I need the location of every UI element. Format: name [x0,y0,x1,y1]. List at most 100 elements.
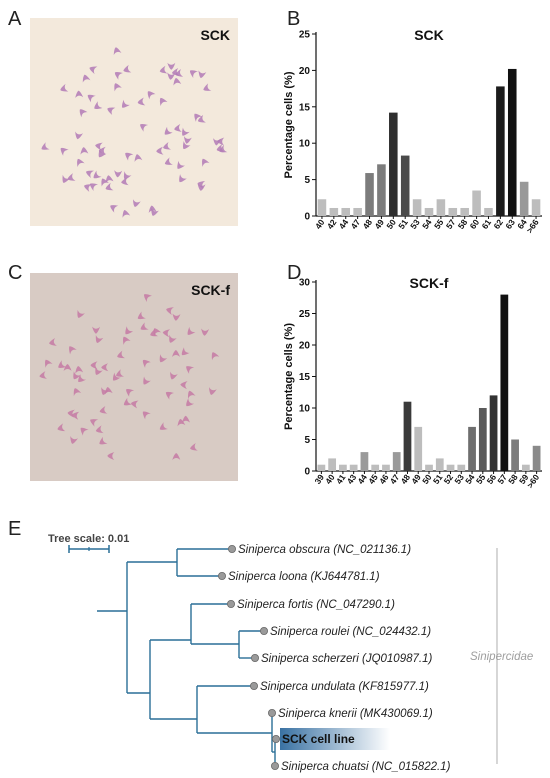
chromosome [60,83,69,92]
chromosome [134,154,143,162]
chromosome [151,207,159,216]
y-tick-label: 15 [299,102,311,113]
tip-node [217,572,226,581]
chromosome [99,436,108,445]
chromosome [216,144,225,152]
chromosome [143,376,151,385]
chromosome [80,147,89,155]
chromosome [197,114,206,123]
chromosome [190,442,198,451]
chromosome [182,140,191,150]
chromosome [162,329,171,338]
taxon-label: Siniperca obscura (NC_021136.1) [238,544,411,556]
taxon-label: Siniperca roulei (NC_024432.1) [270,626,431,638]
chromosome [121,99,130,108]
chromosome [114,170,123,178]
chromosome [114,83,122,92]
chromosome [125,152,134,161]
bar-47 [392,452,401,471]
chromosome [142,411,151,420]
chromosome [159,354,168,363]
chart-title: SCK [414,27,444,43]
chromosome [125,326,134,335]
micrograph-label: SCK [200,27,230,43]
taxon-label: Siniperca knerii (MK430069.1) [278,708,433,720]
chromosome [167,62,176,70]
tip-node [227,544,236,553]
chromosome [77,158,85,167]
chromosome [75,131,83,140]
panel-letter-b: B [287,8,301,30]
chromosome [75,366,84,374]
bar-61 [484,207,493,216]
chromosome [137,97,146,106]
chromosome [122,209,131,218]
chromosome [57,423,66,432]
chromosome [123,64,132,73]
chromosome [171,350,180,358]
chromosome [89,183,99,191]
chromosome [117,350,126,359]
chromosome [92,326,101,334]
metaphase-spread-sck-f: SCK-f [30,273,238,481]
chromosome [181,415,190,423]
chromosome [217,137,225,146]
chromosome [213,138,221,146]
bar-45 [371,464,380,471]
bar-40 [317,199,327,216]
bar-56 [489,395,498,471]
tip-node [226,600,235,609]
bar-51 [400,155,410,216]
chromosome [71,411,80,420]
bar-49 [414,426,423,471]
chromosome [123,397,132,406]
bar-49 [377,164,386,216]
chromosome [153,328,162,337]
chromosome [156,146,164,155]
chromosome [113,47,122,56]
micrograph-sck-f: SCK-f [30,273,238,481]
chromosome [179,174,187,183]
chromosome [177,418,186,427]
chromosome [116,369,125,377]
bar-57 [500,294,509,471]
y-tick-label: 25 [299,30,311,41]
chromosome [105,175,114,183]
bar-51 [435,458,444,471]
taxon-label: Siniperca fortis (NC_047290.1) [237,599,395,611]
chromosome [172,453,181,461]
taxon-label: Siniperca loona (KJ644781.1) [228,571,380,583]
x-tick-label: >66 [524,217,541,235]
chromosome [150,328,159,337]
chromosome [137,311,146,320]
micrograph-background [30,18,238,226]
chromosome [171,67,180,76]
chromosome [126,389,135,397]
chromosome [197,180,206,189]
bar-50 [425,464,433,471]
y-tick-label: 20 [299,341,311,352]
chromosome [181,347,190,356]
bar-58 [511,439,519,471]
chromosome [170,371,178,380]
chromosome [194,113,203,122]
bar-58 [460,207,469,216]
bar-46 [382,464,390,471]
chromosome [63,364,72,372]
chromosome [198,70,207,79]
chromosome [187,390,196,399]
chromosome [159,97,168,106]
chromosome [58,360,67,368]
chromosome [123,171,132,180]
bar->60 [532,445,541,471]
chromosome [169,334,177,343]
tree-scale-label: Tree scale: 0.01 [48,533,129,545]
y-tick-label: 25 [299,309,311,320]
bar-63 [507,68,517,216]
chromosome [142,359,151,368]
chromosome [163,141,171,150]
bar-53 [457,464,466,471]
tip-node [259,627,268,636]
chromosome [209,387,217,395]
micrograph-sck: SCK [30,18,238,226]
